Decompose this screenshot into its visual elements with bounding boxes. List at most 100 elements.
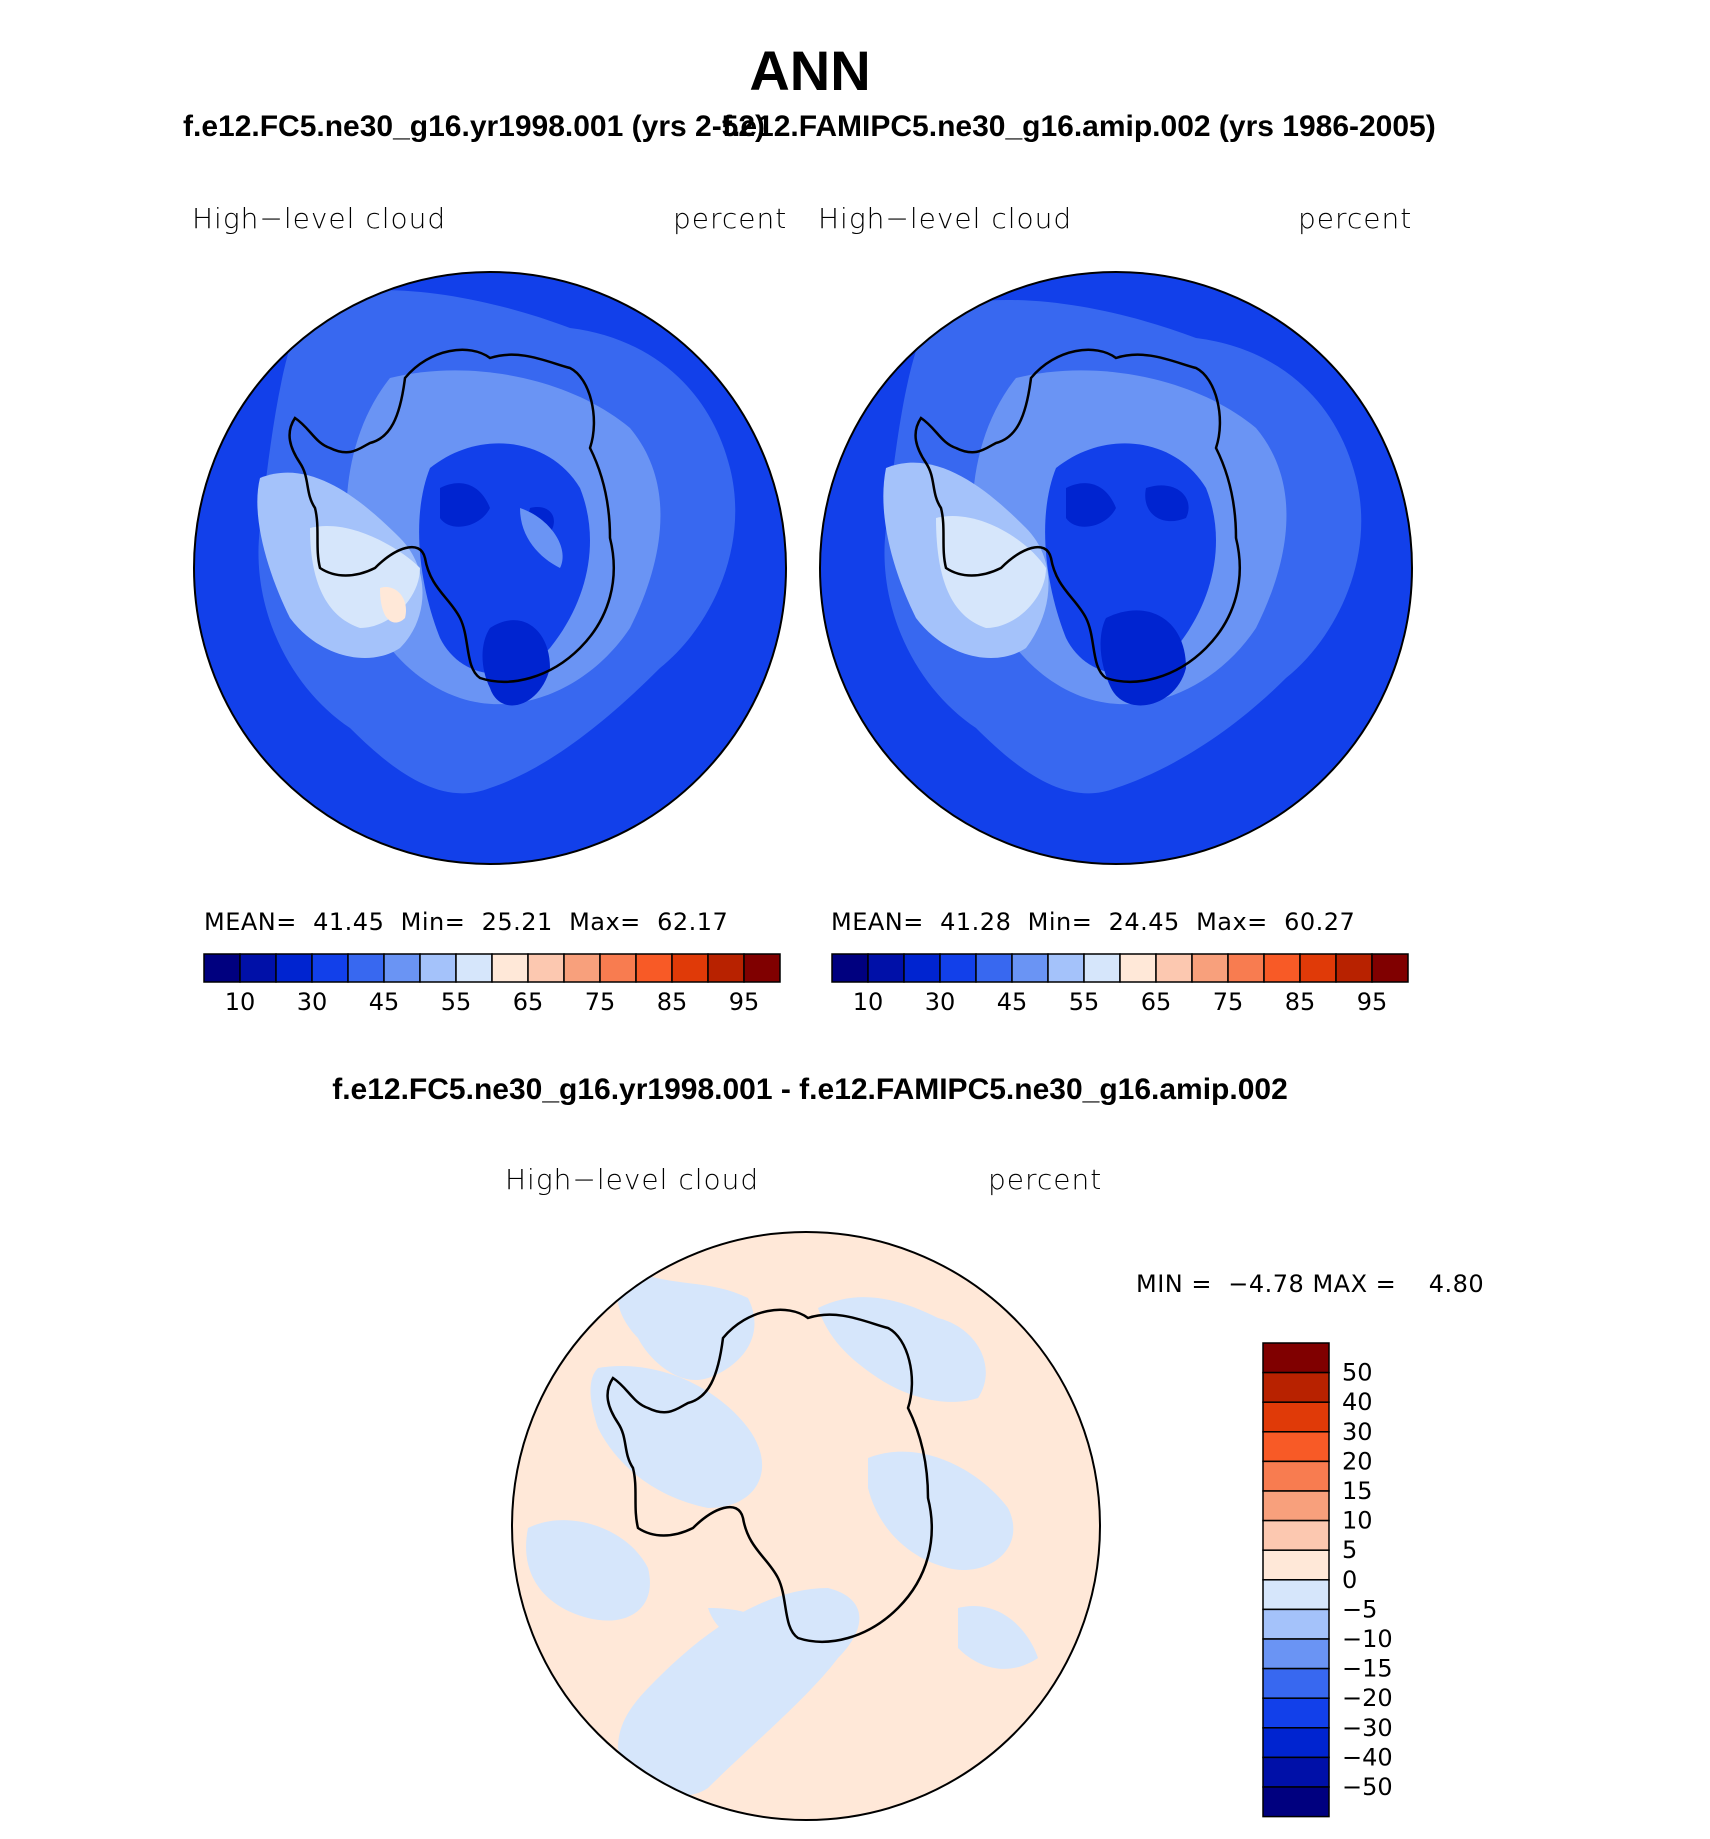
colorbar-tick-label: −50 <box>1342 1773 1393 1801</box>
colorbar-tick-label: 10 <box>853 988 884 1016</box>
diff-variable-label: High−level cloud <box>505 1163 760 1196</box>
colorbar-swatch <box>347 953 385 983</box>
colorbar-tick-label: 30 <box>297 988 328 1016</box>
map-fill-band <box>440 483 490 527</box>
colorbar-swatch <box>203 953 241 983</box>
map-border <box>511 1231 1101 1821</box>
diff-case-title: f.e12.FC5.ne30_g16.yr1998.001 - f.e12.FA… <box>332 1073 1288 1106</box>
colorbar-tick-label: −5 <box>1342 1595 1377 1623</box>
colorbar-swatch <box>1262 1371 1330 1403</box>
colorbar-tick-label: 50 <box>1342 1359 1373 1387</box>
antarctica-coastline <box>914 348 1241 683</box>
colorbar-swatch <box>1371 953 1409 983</box>
panel-2-polar-map <box>819 271 1413 865</box>
colorbar-swatch <box>1262 1638 1330 1670</box>
colorbar-swatch <box>1227 953 1265 983</box>
panel-1-colorbar: 10 30 45 55 65 75 85 95 <box>203 953 781 1016</box>
colorbar-tick-label: 30 <box>1342 1418 1373 1446</box>
panel-1-case-title: f.e12.FC5.ne30_g16.yr1998.001 (yrs 2-52) <box>183 110 766 143</box>
colorbar-swatch <box>1262 1756 1330 1788</box>
colorbar-swatch <box>867 953 905 983</box>
colorbar-swatch <box>671 953 709 983</box>
colorbar-swatch <box>1262 1786 1330 1818</box>
map-fill-band <box>380 587 406 623</box>
map-fill-negative <box>618 1588 860 1796</box>
page-title: ANN <box>749 39 871 102</box>
map-border <box>193 271 787 865</box>
colorbar-swatch <box>975 953 1013 983</box>
colorbar-swatch <box>1262 1608 1330 1640</box>
colorbar-swatch <box>1262 1697 1330 1729</box>
panel-2-case-title: f.e12.FAMIPC5.ne30_g16.amip.002 (yrs 198… <box>722 110 1436 143</box>
colorbar-tick-label: 0 <box>1342 1566 1357 1594</box>
colorbar-tick-label: 95 <box>729 988 760 1016</box>
colorbar-swatch <box>939 953 977 983</box>
panel-2-units-label: percent <box>1298 202 1413 235</box>
colorbar-tick-label: 15 <box>1342 1477 1373 1505</box>
colorbar-tick-label: 45 <box>369 988 400 1016</box>
colorbar-swatch <box>1191 953 1229 983</box>
colorbar-swatch <box>1299 953 1337 983</box>
colorbar-tick-label: 85 <box>657 988 688 1016</box>
colorbar-swatch <box>491 953 529 983</box>
diff-units-label: percent <box>988 1163 1103 1196</box>
panel-1-polar-map <box>193 271 787 865</box>
colorbar-swatch <box>1262 1342 1330 1374</box>
colorbar-swatch <box>1262 1579 1330 1611</box>
map-fill-negative <box>868 1451 1014 1570</box>
colorbar-swatch <box>635 953 673 983</box>
colorbar-swatch <box>275 953 313 983</box>
colorbar-tick-label: −30 <box>1342 1714 1393 1742</box>
colorbar-tick-label: 65 <box>1141 988 1172 1016</box>
diff-polar-map <box>511 1231 1101 1821</box>
colorbar-swatch <box>1262 1727 1330 1759</box>
map-fill-band <box>1066 483 1116 527</box>
colorbar-swatch <box>903 953 941 983</box>
colorbar-swatch <box>1262 1490 1330 1522</box>
colorbar-tick-label: 75 <box>585 988 616 1016</box>
colorbar-swatch <box>311 953 349 983</box>
colorbar-swatch <box>563 953 601 983</box>
colorbar-tick-label: 75 <box>1213 988 1244 1016</box>
colorbar-tick-label: 45 <box>997 988 1028 1016</box>
colorbar-swatch <box>743 953 781 983</box>
colorbar-swatch <box>1262 1549 1330 1581</box>
diff-minmax: MIN = −4.78 MAX = 4.80 <box>1136 1270 1485 1298</box>
colorbar-swatch <box>599 953 637 983</box>
map-fill-band <box>520 508 563 568</box>
colorbar-tick-label: 95 <box>1357 988 1388 1016</box>
colorbar-swatch <box>419 953 457 983</box>
colorbar-tick-label: −15 <box>1342 1655 1393 1683</box>
colorbar-swatch <box>383 953 421 983</box>
colorbar-tick-label: −20 <box>1342 1684 1393 1712</box>
colorbar-swatch <box>1335 953 1373 983</box>
map-border <box>819 271 1413 865</box>
colorbar-swatch <box>1047 953 1085 983</box>
colorbar-swatch <box>455 953 493 983</box>
colorbar-swatch <box>239 953 277 983</box>
antarctica-coastline <box>288 348 615 683</box>
colorbar-swatch <box>707 953 745 983</box>
map-fill-negative <box>526 1520 650 1621</box>
colorbar-swatch <box>1119 953 1157 983</box>
panel-2-variable-label: High−level cloud <box>818 202 1073 235</box>
panel-2-colorbar: 10 30 45 55 65 75 85 95 <box>831 953 1409 1016</box>
colorbar-swatch <box>1083 953 1121 983</box>
colorbar-tick-label: 55 <box>1069 988 1100 1016</box>
colorbar-swatch <box>1011 953 1049 983</box>
colorbar-tick-label: 30 <box>925 988 956 1016</box>
colorbar-swatch <box>1262 1401 1330 1433</box>
colorbar-swatch <box>1262 1519 1330 1551</box>
colorbar-swatch <box>1155 953 1193 983</box>
colorbar-tick-label: 5 <box>1342 1536 1357 1564</box>
colorbar-tick-label: 10 <box>1342 1507 1373 1535</box>
panel-1-units-label: percent <box>673 202 788 235</box>
colorbar-tick-label: 85 <box>1285 988 1316 1016</box>
colorbar-tick-label: 55 <box>441 988 472 1016</box>
panel-1-stats: MEAN= 41.45 Min= 25.21 Max= 62.17 <box>204 908 729 936</box>
colorbar-tick-label: 40 <box>1342 1388 1373 1416</box>
colorbar-swatch <box>831 953 869 983</box>
colorbar-swatch <box>1262 1460 1330 1492</box>
colorbar-swatch <box>527 953 565 983</box>
colorbar-tick-label: 10 <box>225 988 256 1016</box>
